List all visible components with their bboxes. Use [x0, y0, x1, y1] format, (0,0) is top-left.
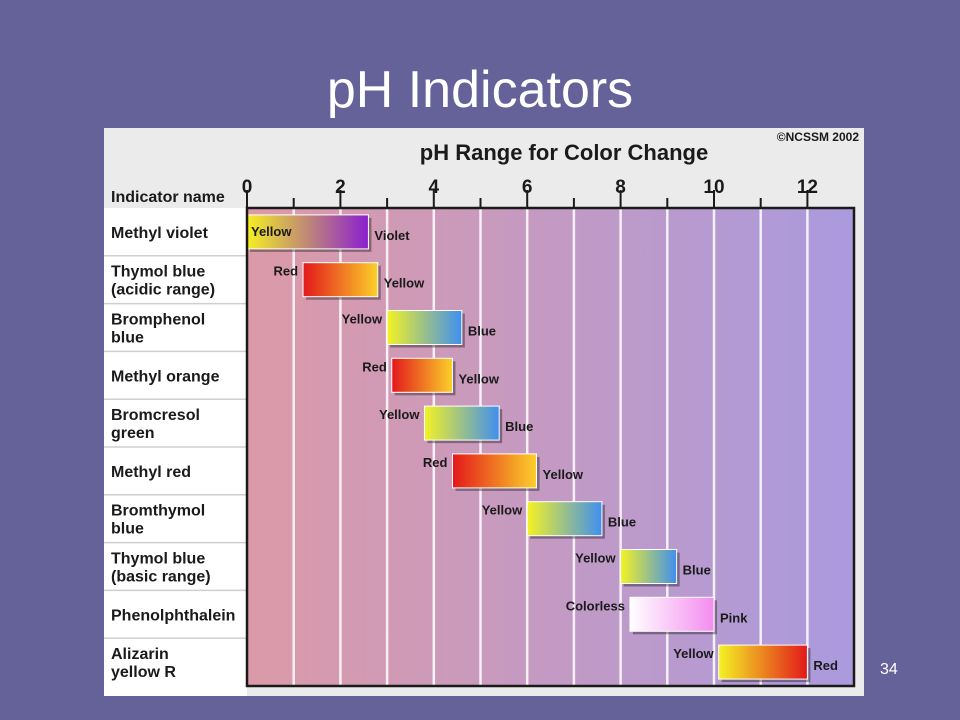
indicator-name-line: (acidic range) [111, 282, 215, 299]
color-range-bar [391, 357, 453, 393]
low-ph-color-label: Yellow [673, 646, 714, 661]
indicator-name: Bromphenol blue [111, 312, 205, 347]
indicator-name-line: yellow R [111, 664, 176, 681]
low-ph-color-label: Red [273, 264, 298, 279]
high-ph-color-label: Blue [683, 563, 711, 578]
indicator-name-header: Indicator name [111, 189, 225, 206]
indicator-name: Alizarin yellow R [111, 646, 176, 681]
indicator-name-line: Bromcresol [111, 407, 200, 424]
x-tick-label: 4 [429, 177, 440, 198]
low-ph-color-label: Red [362, 359, 387, 374]
chart-title: pH Range for Color Change [420, 140, 708, 165]
slide-number: 34 [880, 661, 898, 678]
color-range-bar [451, 453, 538, 489]
indicator-name-line: Methyl violet [111, 225, 209, 242]
x-tick-label: 8 [615, 177, 626, 198]
indicator-name: Bromthymol blue [111, 503, 205, 538]
indicator-name: Methyl orange [111, 368, 220, 385]
indicator-name-line: Phenolphthalein [111, 607, 235, 624]
copyright-notice: ©NCSSM 2002 [777, 130, 860, 144]
color-range-bar [629, 596, 715, 632]
indicator-name-line: Thymol blue [111, 551, 205, 568]
x-tick-label: 12 [797, 177, 818, 198]
high-ph-color-label: Blue [468, 324, 496, 339]
high-ph-color-label: Blue [608, 515, 636, 530]
x-tick-label: 0 [242, 177, 253, 198]
high-ph-color-label: Red [813, 658, 838, 673]
low-ph-color-label: Yellow [251, 224, 292, 239]
color-range-bar [620, 549, 678, 584]
indicator-name: Thymol blue (acidic range) [111, 264, 215, 299]
color-range-bar [246, 214, 369, 250]
indicator-name: Bromcresol green [111, 407, 200, 442]
low-ph-color-label: Yellow [575, 551, 616, 566]
high-ph-color-label: Pink [720, 610, 748, 625]
low-ph-color-label: Red [423, 455, 448, 470]
low-ph-color-label: Yellow [482, 503, 523, 518]
indicator-name-line: Methyl red [111, 464, 191, 481]
x-tick-label: 10 [703, 177, 724, 198]
indicator-name-line: (basic range) [111, 569, 211, 586]
color-range-bar [718, 644, 808, 680]
indicator-name: Methyl violet [111, 225, 209, 242]
indicator-name-line: Bromphenol [111, 312, 205, 329]
low-ph-color-label: Yellow [342, 312, 383, 327]
x-tick-label: 2 [335, 177, 346, 198]
color-range-bar [423, 405, 500, 441]
high-ph-color-label: Blue [505, 419, 533, 434]
low-ph-color-label: Yellow [379, 407, 420, 422]
high-ph-color-label: Yellow [458, 371, 499, 386]
low-ph-color-label: Colorless [566, 598, 625, 613]
indicator-name-line: blue [111, 521, 144, 538]
x-tick-label: 6 [522, 177, 533, 198]
indicator-name-line: blue [111, 330, 144, 347]
high-ph-color-label: Violet [374, 228, 410, 243]
indicator-name-line: Bromthymol [111, 503, 205, 520]
high-ph-color-label: Yellow [384, 276, 425, 291]
indicator-name-line: Methyl orange [111, 368, 220, 385]
color-range-bar [386, 310, 463, 345]
indicator-name: Methyl red [111, 464, 191, 481]
indicator-name-line: Alizarin [111, 646, 169, 663]
slide-title: pH Indicators [326, 61, 634, 119]
indicator-name: Phenolphthalein [111, 607, 235, 624]
indicator-name-line: green [111, 425, 155, 442]
indicator-name: Thymol blue (basic range) [111, 551, 211, 586]
indicator-name-line: Thymol blue [111, 264, 205, 281]
ph-range-chart: Methyl violet Thymol blue (acidic range) Br… [104, 128, 864, 696]
color-range-bar [302, 262, 379, 298]
plot-frame [245, 206, 856, 688]
indicator-name-column [104, 208, 247, 696]
high-ph-color-label: Yellow [543, 467, 584, 482]
color-range-bar [526, 501, 603, 537]
